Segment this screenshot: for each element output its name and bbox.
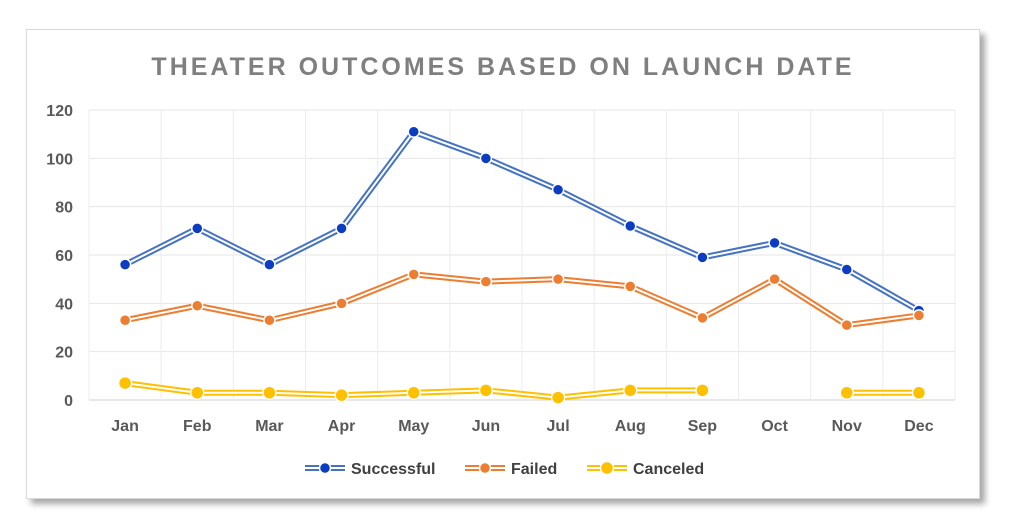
data-point-successful-jul	[551, 183, 565, 196]
data-point-canceled-jan	[117, 375, 133, 391]
x-tick-label-jan: Jan	[111, 418, 139, 435]
data-point-successful-jun	[479, 152, 493, 165]
chart-frame: THEATER OUTCOMES BASED ON LAUNCH DATE 0 2…	[26, 29, 980, 499]
legend-item-canceled: Canceled	[587, 460, 704, 478]
chart-title: THEATER OUTCOMES BASED ON LAUNCH DATE	[151, 53, 854, 81]
data-point-successful-mar	[263, 258, 276, 271]
data-point-canceled-aug	[623, 383, 638, 398]
y-axis-ticks: 0 20 40 60 80 100 120	[46, 103, 73, 410]
x-tick-label-jul: Jul	[547, 418, 570, 435]
series-line-inner-failed	[124, 273, 920, 327]
series-lines	[117, 125, 927, 405]
data-point-failed-sep	[696, 311, 709, 325]
x-tick-label-nov: Nov	[832, 418, 862, 435]
data-point-successful-aug	[624, 219, 637, 233]
data-point-successful-apr	[335, 222, 348, 235]
y-tick-label: 80	[55, 200, 73, 217]
line-chart: THEATER OUTCOMES BASED ON LAUNCH DATE 0 2…	[46, 53, 956, 478]
legend: Successful Failed Canceled	[305, 460, 704, 478]
data-point-failed-aug	[624, 280, 637, 293]
y-tick-label: 0	[64, 393, 73, 410]
x-tick-label-sep: Sep	[688, 418, 718, 435]
x-axis-ticks: Jan Feb Mar Apr May Jun Jul Aug Sep Oct Nov Dec	[111, 418, 933, 435]
y-tick-label: 40	[55, 296, 73, 313]
legend-label-canceled: Canceled	[633, 461, 704, 478]
data-point-failed-dec	[912, 309, 926, 322]
data-point-canceled-apr	[334, 387, 349, 403]
legend-item-failed: Failed	[465, 461, 557, 478]
legend-marker-successful	[318, 461, 332, 475]
legend-item-successful: Successful	[305, 461, 435, 478]
x-tick-label-may: May	[398, 418, 429, 435]
legend-marker-canceled	[599, 460, 615, 476]
data-point-canceled-dec	[911, 385, 927, 400]
x-tick-label-apr: Apr	[328, 418, 356, 435]
series-failed	[118, 268, 926, 332]
data-point-canceled-jul	[550, 390, 566, 405]
data-point-successful-sep	[696, 251, 709, 264]
x-tick-label-oct: Oct	[761, 418, 788, 435]
x-tick-label-aug: Aug	[615, 418, 646, 435]
y-tick-label: 60	[55, 248, 73, 265]
data-point-canceled-sep	[695, 383, 710, 398]
data-point-failed-oct	[768, 272, 781, 286]
data-point-failed-jun	[479, 275, 493, 288]
data-point-failed-feb	[191, 299, 204, 312]
data-point-failed-jul	[551, 272, 565, 286]
y-tick-label: 100	[46, 151, 73, 168]
legend-label-successful: Successful	[351, 461, 435, 478]
x-tick-label-dec: Dec	[904, 418, 933, 435]
data-point-failed-apr	[335, 297, 348, 310]
data-point-canceled-mar	[262, 385, 277, 400]
gridlines	[88, 109, 956, 401]
data-point-canceled-nov	[839, 385, 854, 400]
legend-marker-failed	[478, 461, 492, 475]
series-canceled	[117, 375, 927, 405]
data-point-failed-nov	[840, 318, 853, 332]
data-point-successful-may	[407, 125, 420, 138]
data-point-failed-may	[407, 268, 420, 281]
series-line-inner-successful	[124, 130, 920, 312]
data-point-successful-oct	[768, 236, 781, 250]
data-point-failed-mar	[263, 314, 276, 327]
data-point-failed-jan	[118, 314, 132, 327]
legend-label-failed: Failed	[511, 461, 557, 478]
data-point-successful-feb	[191, 222, 204, 235]
series-successful	[118, 125, 926, 317]
data-point-canceled-feb	[190, 385, 205, 400]
y-tick-label: 120	[46, 103, 73, 120]
y-tick-label: 20	[55, 345, 73, 362]
data-point-canceled-may	[406, 385, 421, 400]
data-point-successful-nov	[840, 263, 853, 276]
data-point-canceled-jun	[478, 383, 494, 398]
x-tick-label-jun: Jun	[472, 418, 500, 435]
x-tick-label-feb: Feb	[183, 418, 212, 435]
x-tick-label-mar: Mar	[255, 418, 283, 435]
data-point-successful-jan	[118, 258, 132, 271]
